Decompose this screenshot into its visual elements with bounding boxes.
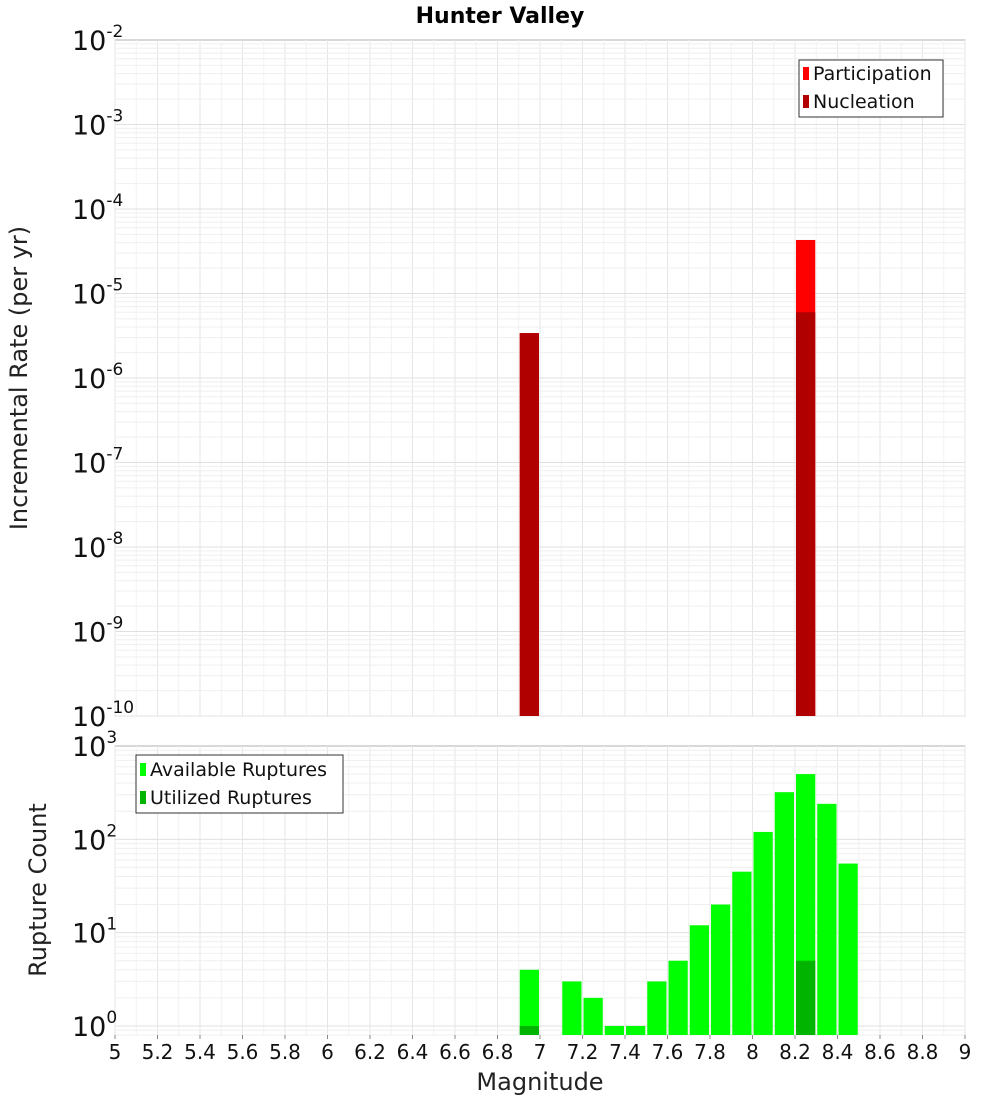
rate-bars: [519, 239, 816, 716]
x-tick-label: 5.2: [142, 1040, 174, 1064]
x-tick-label: 7.6: [652, 1040, 684, 1064]
count-bar-available-ruptures: [711, 904, 731, 1035]
y-tick-label: 10-6: [72, 360, 123, 395]
x-tick-label: 6.4: [397, 1040, 429, 1064]
rate-y-ticks: 10-10 10-9 10-8 10-7 10-6 10-5 10-4 10-3 10-2: [72, 22, 134, 733]
count-bar-available-ruptures: [562, 981, 582, 1035]
count-bar-available-ruptures: [689, 925, 709, 1035]
x-tick-label: 6.2: [354, 1040, 386, 1064]
count-bar-available-ruptures: [604, 1025, 624, 1035]
y-tick-label: 103: [72, 728, 117, 763]
x-tick-label: 6: [321, 1040, 334, 1064]
count-bar-available-ruptures: [732, 871, 752, 1035]
y-tick-label: 100: [72, 1008, 117, 1043]
count-bar-available-ruptures: [838, 863, 858, 1035]
rate-grid: [114, 40, 966, 717]
x-tick-label: 8.6: [864, 1040, 896, 1064]
count-bar-available-ruptures: [774, 792, 794, 1035]
y-tick-label: 10-3: [72, 107, 123, 142]
count-bar-available-ruptures: [626, 1025, 646, 1035]
available-legend-label: Available Ruptures: [150, 759, 327, 781]
y-tick-label: 10-5: [72, 276, 123, 311]
count-bar-utilized-ruptures: [519, 1025, 539, 1035]
y-tick-label: 10-8: [72, 529, 123, 564]
x-axis-label: Magnitude: [476, 1068, 603, 1096]
x-tick-label: 6.6: [439, 1040, 471, 1064]
y-tick-label: 10-9: [72, 614, 123, 649]
count-bar-available-ruptures: [753, 831, 773, 1035]
available-legend-swatch: [140, 763, 146, 776]
y-tick-label: 10-2: [72, 22, 123, 57]
rate-bar-nucleation: [796, 312, 816, 716]
count-bar-utilized-ruptures: [796, 960, 816, 1035]
x-tick-label: 5: [109, 1040, 122, 1064]
count-y-axis-label: Rupture Count: [24, 803, 52, 977]
count-bar-available-ruptures: [647, 981, 667, 1035]
x-tick-label: 8.2: [779, 1040, 811, 1064]
x-tick-label: 5.6: [227, 1040, 259, 1064]
rate-panel: 10-10 10-9 10-8 10-7 10-6 10-5 10-4 10-3 10-2 In…: [5, 22, 966, 733]
x-tick-label: 7.2: [567, 1040, 599, 1064]
y-tick-label: 101: [72, 915, 117, 950]
x-tick-label: 7.8: [694, 1040, 726, 1064]
count-legend: Available Ruptures Utilized Ruptures: [135, 754, 344, 814]
participation-legend-swatch: [803, 67, 809, 80]
x-tick-label: 8.8: [907, 1040, 939, 1064]
y-tick-label: 10-10: [72, 698, 134, 733]
y-tick-label: 10-4: [72, 191, 123, 226]
count-bar-available-ruptures: [817, 803, 837, 1035]
count-y-ticks: 100 101 102 103: [72, 728, 117, 1043]
y-tick-label: 102: [72, 821, 117, 856]
x-tick-label: 9: [959, 1040, 972, 1064]
rate-legend-box: [798, 59, 944, 118]
utilized-legend-label: Utilized Ruptures: [150, 787, 312, 809]
nucleation-legend-swatch: [803, 95, 809, 108]
utilized-legend-swatch: [140, 791, 146, 804]
x-tick-label: 8.4: [822, 1040, 854, 1064]
x-tick-label: 8: [746, 1040, 759, 1064]
rate-legend: Participation Nucleation: [798, 59, 944, 118]
count-x-ticks: 5 5.2 5.4 5.6 5.8 6 6.2 6.4 6.6 6.8 7 7.2 7.4 7.6 7.8 8…: [109, 1035, 972, 1064]
count-bar-available-ruptures: [668, 960, 688, 1035]
x-tick-label: 6.8: [482, 1040, 514, 1064]
nucleation-legend-label: Nucleation: [813, 91, 915, 113]
count-bars: [519, 774, 858, 1035]
y-tick-label: 10-7: [72, 445, 123, 480]
x-tick-label: 5.4: [184, 1040, 216, 1064]
count-legend-box: [135, 754, 344, 814]
rate-bar-nucleation: [519, 333, 539, 716]
count-panel: 100 101 102 103 5 5.2 5.4 5.6 5.8 6 6.2 6.4 6.6 6.8 7…: [24, 728, 971, 1096]
count-bar-available-ruptures: [519, 969, 539, 1035]
count-bar-available-ruptures: [583, 997, 603, 1035]
x-tick-label: 5.8: [269, 1040, 301, 1064]
x-tick-label: 7.4: [609, 1040, 641, 1064]
rate-y-axis-label: Incremental Rate (per yr): [5, 226, 33, 530]
chart-title: Hunter Valley: [416, 4, 585, 29]
x-tick-label: 7: [534, 1040, 547, 1064]
participation-legend-label: Participation: [813, 63, 932, 85]
